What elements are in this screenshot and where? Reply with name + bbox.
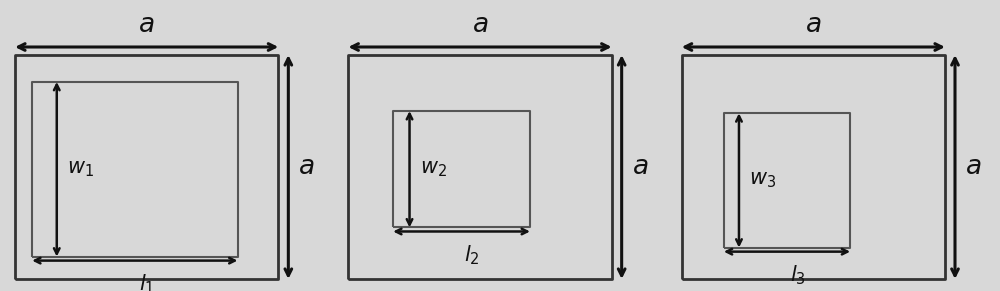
Text: $a$: $a$ — [298, 155, 315, 180]
Text: $a$: $a$ — [472, 12, 488, 37]
Text: $l_{1}$: $l_{1}$ — [139, 273, 155, 291]
Text: $w_{2}$: $w_{2}$ — [420, 159, 446, 179]
Text: $l_{3}$: $l_{3}$ — [790, 264, 805, 287]
Text: $a$: $a$ — [632, 155, 648, 180]
Text: $a$: $a$ — [138, 12, 155, 37]
Text: $l_{2}$: $l_{2}$ — [464, 244, 480, 267]
Text: $a$: $a$ — [805, 12, 822, 37]
Text: $a$: $a$ — [965, 155, 981, 180]
Text: $w_{1}$: $w_{1}$ — [67, 159, 94, 179]
Text: $w_{3}$: $w_{3}$ — [749, 171, 776, 190]
